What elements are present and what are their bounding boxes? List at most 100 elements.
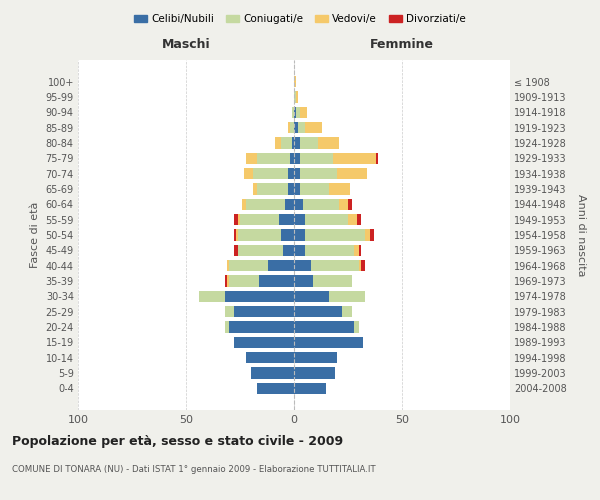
Bar	[233, 244, 238, 256]
Bar	[305, 229, 365, 241]
Bar	[301, 152, 333, 164]
Bar	[355, 322, 359, 333]
Bar	[361, 260, 365, 272]
Bar	[287, 168, 294, 179]
Bar	[294, 368, 335, 379]
Bar	[247, 352, 294, 364]
Bar	[294, 152, 301, 164]
Text: COMUNE DI TONARA (NU) - Dati ISTAT 1° gennaio 2009 - Elaborazione TUTTITALIA.IT: COMUNE DI TONARA (NU) - Dati ISTAT 1° ge…	[12, 465, 376, 474]
Bar	[227, 260, 229, 272]
Bar	[229, 276, 259, 287]
Bar	[301, 168, 337, 179]
Bar	[333, 152, 376, 164]
Bar	[305, 214, 348, 226]
Bar	[294, 260, 311, 272]
Bar	[253, 168, 287, 179]
Bar	[302, 198, 340, 210]
Bar	[240, 214, 279, 226]
Bar	[290, 122, 294, 134]
Bar	[238, 229, 281, 241]
Bar	[292, 106, 294, 118]
Bar	[233, 306, 294, 318]
Bar	[238, 214, 240, 226]
Bar	[281, 229, 294, 241]
Bar	[294, 290, 329, 302]
Bar	[279, 214, 294, 226]
Bar	[233, 214, 238, 226]
Bar	[281, 137, 292, 148]
Bar	[294, 244, 305, 256]
Bar	[318, 137, 340, 148]
Bar	[301, 183, 329, 194]
Bar	[275, 137, 281, 148]
Bar	[253, 183, 257, 194]
Bar	[337, 168, 367, 179]
Bar	[238, 244, 283, 256]
Bar	[225, 276, 227, 287]
Bar	[244, 168, 253, 179]
Bar	[296, 106, 301, 118]
Bar	[341, 306, 352, 318]
Legend: Celibi/Nubili, Coniugati/e, Vedovi/e, Divorziati/e: Celibi/Nubili, Coniugati/e, Vedovi/e, Di…	[130, 10, 470, 29]
Bar	[294, 183, 301, 194]
Bar	[257, 152, 290, 164]
Bar	[356, 214, 361, 226]
Bar	[370, 229, 374, 241]
Bar	[294, 198, 302, 210]
Bar	[296, 91, 298, 102]
Bar	[294, 76, 296, 88]
Bar	[329, 290, 365, 302]
Bar	[301, 137, 318, 148]
Bar	[348, 214, 356, 226]
Bar	[294, 276, 313, 287]
Text: Maschi: Maschi	[161, 38, 211, 51]
Bar	[199, 290, 225, 302]
Bar	[294, 229, 305, 241]
Bar	[365, 229, 370, 241]
Bar	[257, 382, 294, 394]
Bar	[294, 382, 326, 394]
Bar	[294, 106, 296, 118]
Bar	[294, 306, 341, 318]
Text: Femmine: Femmine	[370, 38, 434, 51]
Bar	[294, 122, 298, 134]
Bar	[294, 137, 301, 148]
Bar	[359, 244, 361, 256]
Bar	[225, 290, 294, 302]
Bar	[294, 322, 355, 333]
Bar	[355, 244, 359, 256]
Bar	[225, 306, 233, 318]
Bar	[286, 198, 294, 210]
Bar	[340, 198, 348, 210]
Bar	[376, 152, 378, 164]
Bar	[359, 260, 361, 272]
Bar	[294, 91, 296, 102]
Y-axis label: Anni di nascita: Anni di nascita	[577, 194, 586, 276]
Bar	[294, 214, 305, 226]
Bar	[287, 183, 294, 194]
Bar	[348, 198, 352, 210]
Bar	[287, 122, 290, 134]
Bar	[268, 260, 294, 272]
Bar	[305, 122, 322, 134]
Bar	[298, 122, 305, 134]
Bar	[259, 276, 294, 287]
Bar	[283, 244, 294, 256]
Bar	[242, 198, 247, 210]
Bar	[233, 229, 236, 241]
Bar	[251, 368, 294, 379]
Bar	[294, 168, 301, 179]
Y-axis label: Fasce di età: Fasce di età	[30, 202, 40, 268]
Bar	[294, 336, 363, 348]
Bar	[227, 276, 229, 287]
Bar	[229, 322, 294, 333]
Bar	[236, 229, 238, 241]
Bar	[301, 106, 307, 118]
Bar	[225, 322, 229, 333]
Bar	[294, 352, 337, 364]
Bar	[305, 244, 355, 256]
Text: Popolazione per età, sesso e stato civile - 2009: Popolazione per età, sesso e stato civil…	[12, 435, 343, 448]
Bar	[229, 260, 268, 272]
Bar	[257, 183, 287, 194]
Bar	[233, 336, 294, 348]
